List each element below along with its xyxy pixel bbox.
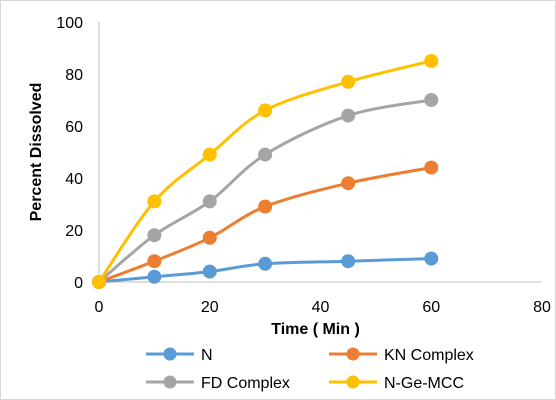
data-point [147,228,162,243]
data-point [424,54,439,68]
series-0 [92,251,439,289]
data-point [202,194,217,209]
data-point [202,230,217,245]
x-tick-label: 20 [201,299,219,316]
legend-item: KN Complex [329,347,474,364]
y-tick-label: 0 [74,275,83,292]
data-point [258,199,273,214]
data-point [341,74,356,89]
legend-label: N [201,347,213,364]
x-tick-label: 40 [312,299,330,316]
data-point [258,256,273,271]
legend-label: KN Complex [384,347,474,364]
axes [98,22,542,283]
series-line [97,59,432,283]
series-line [98,98,432,284]
data-point [147,269,162,284]
legend-item: N-Ge-MCC [329,375,464,392]
y-tick-label: 40 [65,171,83,188]
legend: N KN Complex FD Complex N-Ge-MCC [146,347,474,392]
x-tick-label: 80 [533,299,551,316]
data-point [258,103,273,118]
series-lines [92,54,439,289]
data-point [147,254,162,269]
data-point [341,108,356,123]
legend-marker [163,347,177,361]
data-point [202,264,217,279]
tick-labels: 0 20 40 60 80 100 0 20 40 60 80 [56,15,551,316]
y-axis-title: Percent Dissolved [28,83,45,222]
y-tick-label: 60 [65,119,83,136]
data-point [258,147,273,162]
data-point [202,147,217,162]
data-point [147,194,162,209]
y-tick-label: 100 [56,15,83,32]
legend-label: FD Complex [201,375,290,392]
legend-marker [346,347,360,361]
data-point [424,160,439,175]
legend-item: N [146,347,213,364]
legend-marker [346,375,360,389]
data-point [341,254,356,269]
x-tick-label: 0 [95,299,104,316]
y-tick-label: 20 [65,223,83,240]
series-3 [92,54,439,289]
data-point [424,93,439,107]
legend-marker [163,375,177,389]
data-point [92,275,106,289]
data-point [424,251,439,266]
x-tick-label: 60 [422,299,440,316]
y-tick-label: 80 [65,67,83,84]
legend-label: N-Ge-MCC [384,375,464,392]
legend-item: FD Complex [146,375,290,392]
data-point [341,176,356,191]
x-axis-title: Time ( Min ) [271,321,360,338]
